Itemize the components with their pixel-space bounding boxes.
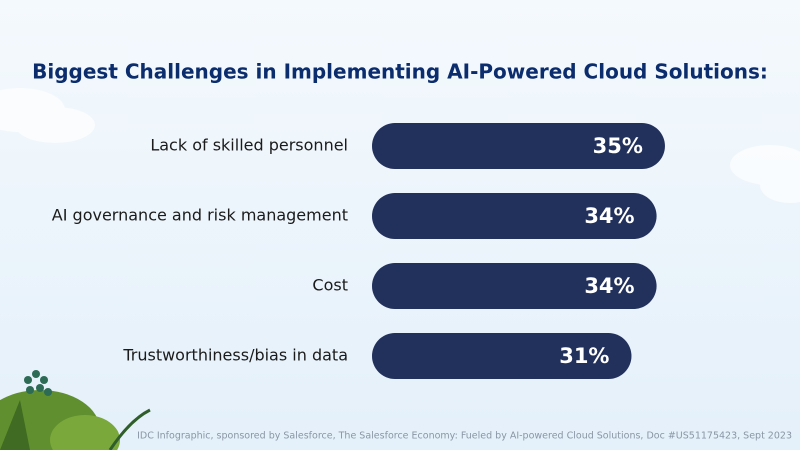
value-label: 35% bbox=[593, 134, 643, 158]
plants bbox=[0, 370, 151, 450]
category-label: Cost bbox=[312, 276, 348, 295]
value-label: 31% bbox=[559, 344, 609, 368]
clouds bbox=[0, 88, 800, 203]
bar bbox=[372, 193, 657, 239]
category-label: Lack of skilled personnel bbox=[150, 136, 348, 155]
value-label: 34% bbox=[584, 204, 634, 228]
bar bbox=[372, 123, 665, 169]
bar bbox=[372, 263, 657, 309]
category-label: Trustworthiness/bias in data bbox=[122, 346, 348, 365]
bar bbox=[372, 333, 632, 379]
source-note: IDC Infographic, sponsored by Salesforce… bbox=[137, 431, 792, 442]
chart-title: Biggest Challenges in Implementing AI-Po… bbox=[32, 60, 768, 84]
value-label: 34% bbox=[584, 274, 634, 298]
category-label: AI governance and risk management bbox=[52, 206, 348, 225]
